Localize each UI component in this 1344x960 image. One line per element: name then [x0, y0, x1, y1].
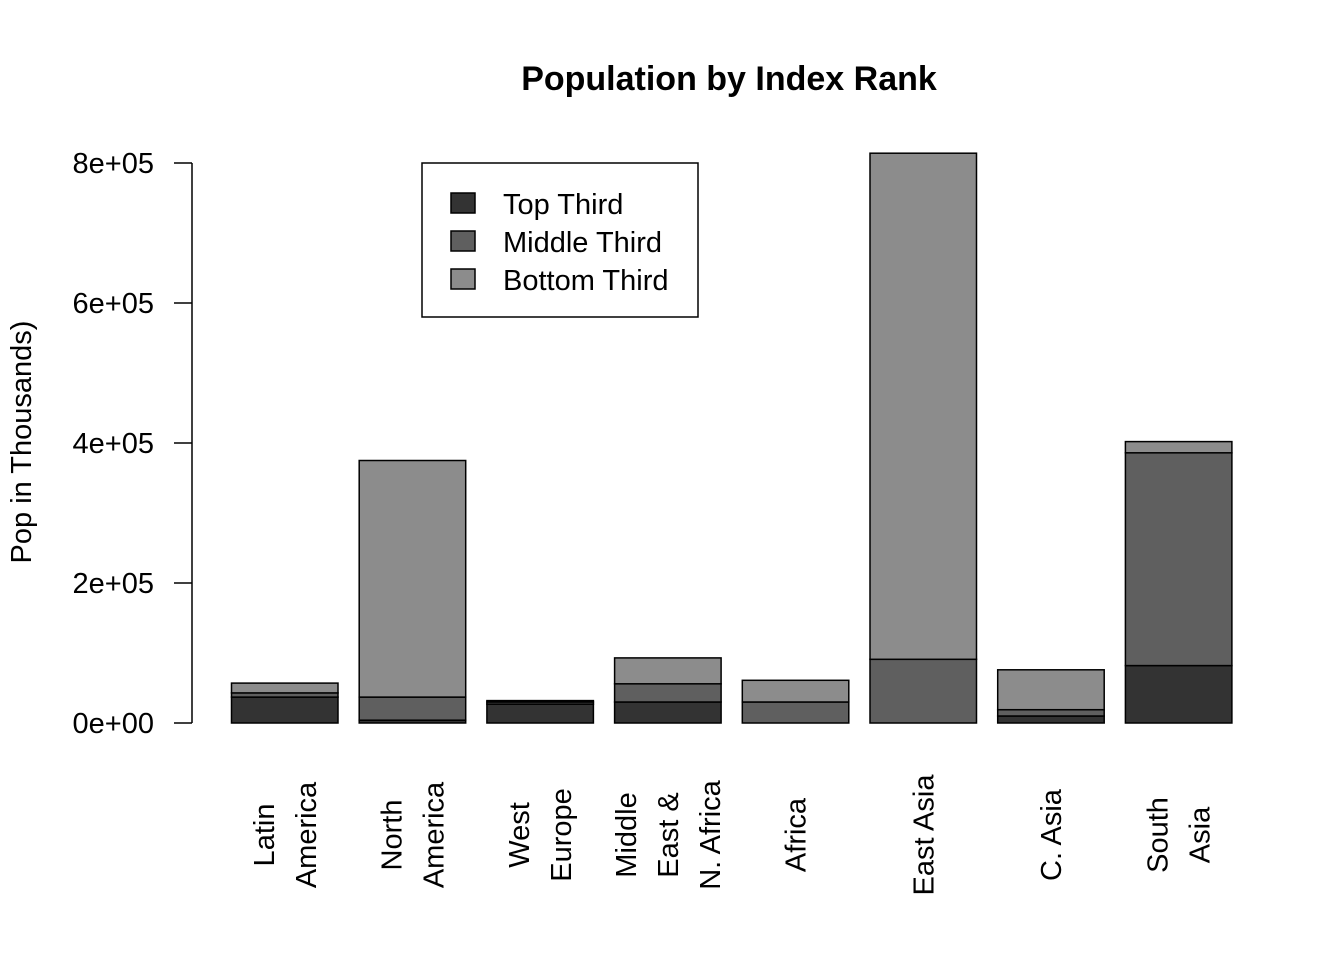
bar-segment	[996, 708, 1105, 717]
legend-label: Top Third	[503, 189, 623, 221]
bar-segment	[358, 696, 467, 721]
bar-segment	[230, 682, 339, 694]
bar-segment	[869, 152, 978, 661]
x-tick-label: America	[291, 781, 323, 888]
bar-segment	[1124, 664, 1233, 724]
x-tick-label: West	[504, 802, 536, 868]
bar-segment	[1124, 440, 1233, 454]
legend-swatch	[450, 268, 476, 290]
y-axis-label: Pop in Thousands)	[6, 321, 38, 564]
x-tick-label: South	[1143, 797, 1175, 873]
x-tick-label: Africa	[781, 797, 813, 872]
bar-segment	[996, 669, 1105, 711]
legend: Top Third Middle Third Bottom Third	[421, 162, 699, 318]
bar-segment	[486, 703, 595, 724]
bar-segment	[741, 679, 850, 703]
y-tick-label: 8e+05	[73, 148, 154, 180]
bar-segment	[358, 459, 467, 698]
x-tick-label: Europe	[546, 788, 578, 882]
x-tick-label: Latin	[249, 804, 281, 867]
legend-swatch	[450, 192, 476, 214]
y-tick-label: 0e+00	[73, 708, 154, 740]
x-tick-label: Asia	[1185, 806, 1217, 863]
x-tick-label: N. Africa	[695, 779, 727, 889]
legend-label: Middle Third	[503, 227, 662, 259]
bar-segment	[613, 701, 722, 724]
bar-segment	[230, 696, 339, 724]
legend-swatch	[450, 230, 476, 252]
x-tick-label: North	[376, 800, 408, 871]
x-tick-label: East Asia	[908, 774, 940, 896]
y-tick-label: 6e+05	[73, 288, 154, 320]
x-tick-label: East &	[653, 792, 685, 877]
bars	[230, 152, 1233, 724]
y-axis: 0e+00 2e+05 4e+05 6e+05 8e+05	[73, 148, 193, 740]
x-tick-labels: Latin America North America West Europe Middle…	[249, 774, 1217, 896]
bar-segment	[1124, 452, 1233, 667]
x-tick-label: America	[418, 781, 450, 888]
bar-segment	[996, 715, 1105, 724]
x-tick-label: C. Asia	[1036, 788, 1068, 881]
y-tick-label: 4e+05	[73, 428, 154, 460]
chart-title: Population by Index Rank	[521, 60, 937, 98]
y-tick-label: 2e+05	[73, 568, 154, 600]
bar-segment	[486, 699, 595, 703]
legend-label: Bottom Third	[503, 265, 668, 297]
bar-segment	[741, 701, 850, 724]
bar-segment	[869, 658, 978, 724]
bar-segment	[613, 683, 722, 703]
bar-segment	[613, 657, 722, 685]
x-tick-label: Middle	[611, 792, 643, 877]
